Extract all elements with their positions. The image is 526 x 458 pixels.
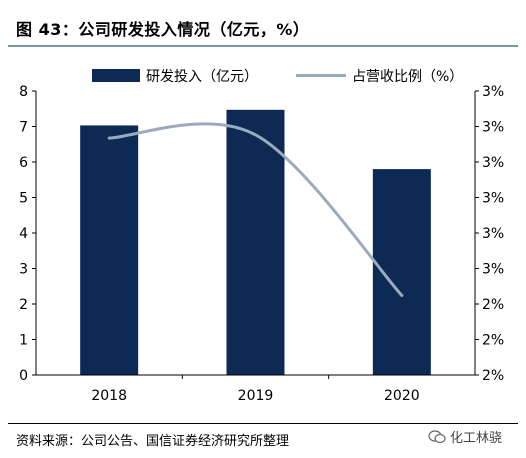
title-rule: [8, 45, 518, 47]
left-tick-label: 5: [19, 191, 28, 207]
left-tick-label: 6: [19, 155, 28, 171]
legend: 研发投入（亿元） 占营收比例（%）: [92, 69, 463, 85]
left-tick-label: 2: [19, 297, 28, 313]
watermark-text: 化工林骁: [450, 431, 503, 446]
wechat-icon: [428, 429, 446, 443]
left-tick-label: 7: [19, 120, 28, 136]
right-tick-label: 3%: [482, 120, 504, 136]
x-axis: 2018 2019 2020: [36, 374, 475, 404]
right-tick-label: 3%: [482, 155, 504, 171]
bar-2019: [226, 109, 285, 375]
left-tick-label: 4: [19, 226, 28, 242]
left-tick-label: 0: [19, 368, 28, 384]
legend-label-bar: 研发投入（亿元）: [146, 69, 258, 85]
right-tick-label: 2%: [482, 333, 504, 349]
legend-label-line: 占营收比例（%）: [352, 69, 463, 85]
source-rule: [8, 423, 518, 424]
left-y-axis: 0 1 2 3 4 5 6 7 8: [19, 84, 37, 384]
right-tick-label: 3%: [482, 262, 504, 278]
plot-area: [80, 109, 431, 375]
x-tick-label: 2020: [384, 388, 420, 404]
watermark: 化工林骁: [428, 427, 502, 446]
x-tick-label: 2019: [238, 388, 274, 404]
source-note: 资料来源：公司公告、国信证券经济研究所整理: [16, 434, 290, 449]
left-tick-label: 8: [19, 84, 28, 100]
left-tick-label: 1: [19, 333, 28, 349]
figure-title: 图 43：公司研发投入情况（亿元，%）: [16, 20, 310, 39]
right-y-axis: 2% 2% 2% 3% 3% 3% 3% 3% 3%: [474, 84, 504, 384]
right-tick-label: 3%: [482, 191, 504, 207]
bar-2018: [80, 125, 139, 375]
left-tick-label: 3: [19, 262, 28, 278]
legend-swatch-bar: [92, 69, 140, 82]
right-tick-label: 3%: [482, 226, 504, 242]
right-tick-label: 3%: [482, 84, 504, 100]
x-tick-label: 2018: [91, 388, 127, 404]
right-tick-label: 2%: [482, 368, 504, 384]
chart: 0 1 2 3 4 5 6 7 8 2% 2% 2% 3% 3% 3% 3% 3% 3% 2018 2019 202…: [19, 69, 504, 404]
right-tick-label: 2%: [482, 297, 504, 313]
ratio-line: [107, 122, 404, 297]
